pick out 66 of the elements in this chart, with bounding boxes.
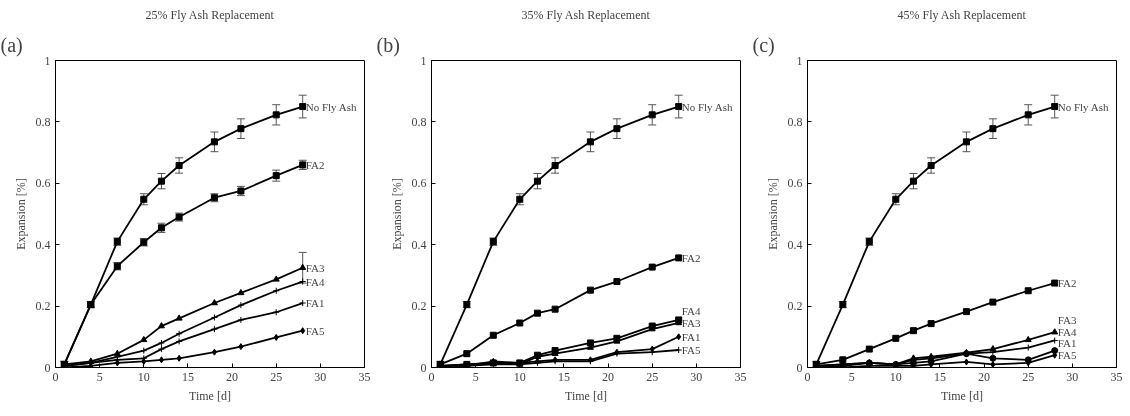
series-label: FA4 <box>1057 325 1077 338</box>
y-tick-label: 0.2 <box>35 299 51 314</box>
x-axis-title: Time [d] <box>941 388 983 403</box>
x-tick-label: 15 <box>557 369 570 384</box>
x-tick-label: 30 <box>314 369 327 384</box>
y-axis-title: Expansion [%] <box>13 178 28 250</box>
x-tick-label: 35 <box>358 369 371 384</box>
series-label: FA2 <box>1057 277 1077 290</box>
series-label: FA5 <box>305 324 325 337</box>
series-label: FA5 <box>1057 349 1077 362</box>
series-label: No Fly Ash <box>1057 100 1109 113</box>
chart-title: 25% Fly Ash Replacement <box>145 7 275 22</box>
x-tick-label: 30 <box>690 369 703 384</box>
x-tick-label: 20 <box>978 369 991 384</box>
series-label: FA4 <box>681 305 701 318</box>
x-tick-label: 25 <box>646 369 659 384</box>
x-tick-label: 15 <box>181 369 194 384</box>
x-tick-label: 35 <box>734 369 747 384</box>
y-tick-label: 0.2 <box>787 299 803 314</box>
x-tick-label: 35 <box>1110 369 1123 384</box>
x-tick-label: 5 <box>848 369 855 384</box>
series-label: FA5 <box>681 344 701 356</box>
x-tick-label: 5 <box>472 369 479 384</box>
y-tick-label: 0.4 <box>411 237 427 252</box>
y-axis-title: Expansion [%] <box>389 178 404 250</box>
chart-title: 45% Fly Ash Replacement <box>897 7 1027 22</box>
y-tick-label: 0.8 <box>35 114 51 129</box>
x-tick-label: 20 <box>226 369 239 384</box>
y-axis-title: Expansion [%] <box>765 178 780 250</box>
y-tick-label: 0.6 <box>411 176 427 191</box>
y-tick-label: 0.4 <box>35 237 51 252</box>
x-tick-label: 10 <box>889 369 902 384</box>
x-tick-label: 10 <box>513 369 526 384</box>
y-tick-label: 0.4 <box>787 237 803 252</box>
text: (c) <box>752 33 775 57</box>
series-label: FA2 <box>681 251 701 264</box>
x-tick-label: 25 <box>270 369 283 384</box>
y-tick-label: 0.6 <box>787 176 803 191</box>
y-tick-label: 0.8 <box>411 114 427 129</box>
text: (b) <box>376 33 400 57</box>
series-label: FA3 <box>1057 314 1077 327</box>
series-label: FA4 <box>305 275 325 288</box>
x-axis-title: Time [d] <box>565 388 607 403</box>
y-tick-label: 0.8 <box>787 114 803 129</box>
x-tick-label: 20 <box>602 369 615 384</box>
series-label: FA1 <box>681 330 701 343</box>
y-tick-label: 1 <box>420 53 427 68</box>
series-label: FA3 <box>681 316 701 329</box>
x-axis-title: Time [d] <box>189 388 231 403</box>
x-tick-label: 5 <box>96 369 103 384</box>
x-tick-label: 25 <box>1022 369 1035 384</box>
series-label: No Fly Ash <box>305 100 357 113</box>
text: (a) <box>0 33 23 57</box>
y-tick-label: 0.2 <box>411 299 427 314</box>
series-label: FA3 <box>305 261 325 274</box>
series-label: FA1 <box>1057 337 1077 350</box>
y-tick-label: 1 <box>44 53 51 68</box>
series-label: FA1 <box>305 297 325 310</box>
series-label: FA2 <box>305 158 325 171</box>
y-tick-label: 1 <box>796 53 803 68</box>
series-label: No Fly Ash <box>681 100 733 113</box>
x-tick-label: 10 <box>137 369 150 384</box>
y-tick-label: 0.6 <box>35 176 51 191</box>
chart-title: 35% Fly Ash Replacement <box>521 7 651 22</box>
x-tick-label: 15 <box>933 369 946 384</box>
x-tick-label: 30 <box>1066 369 1079 384</box>
